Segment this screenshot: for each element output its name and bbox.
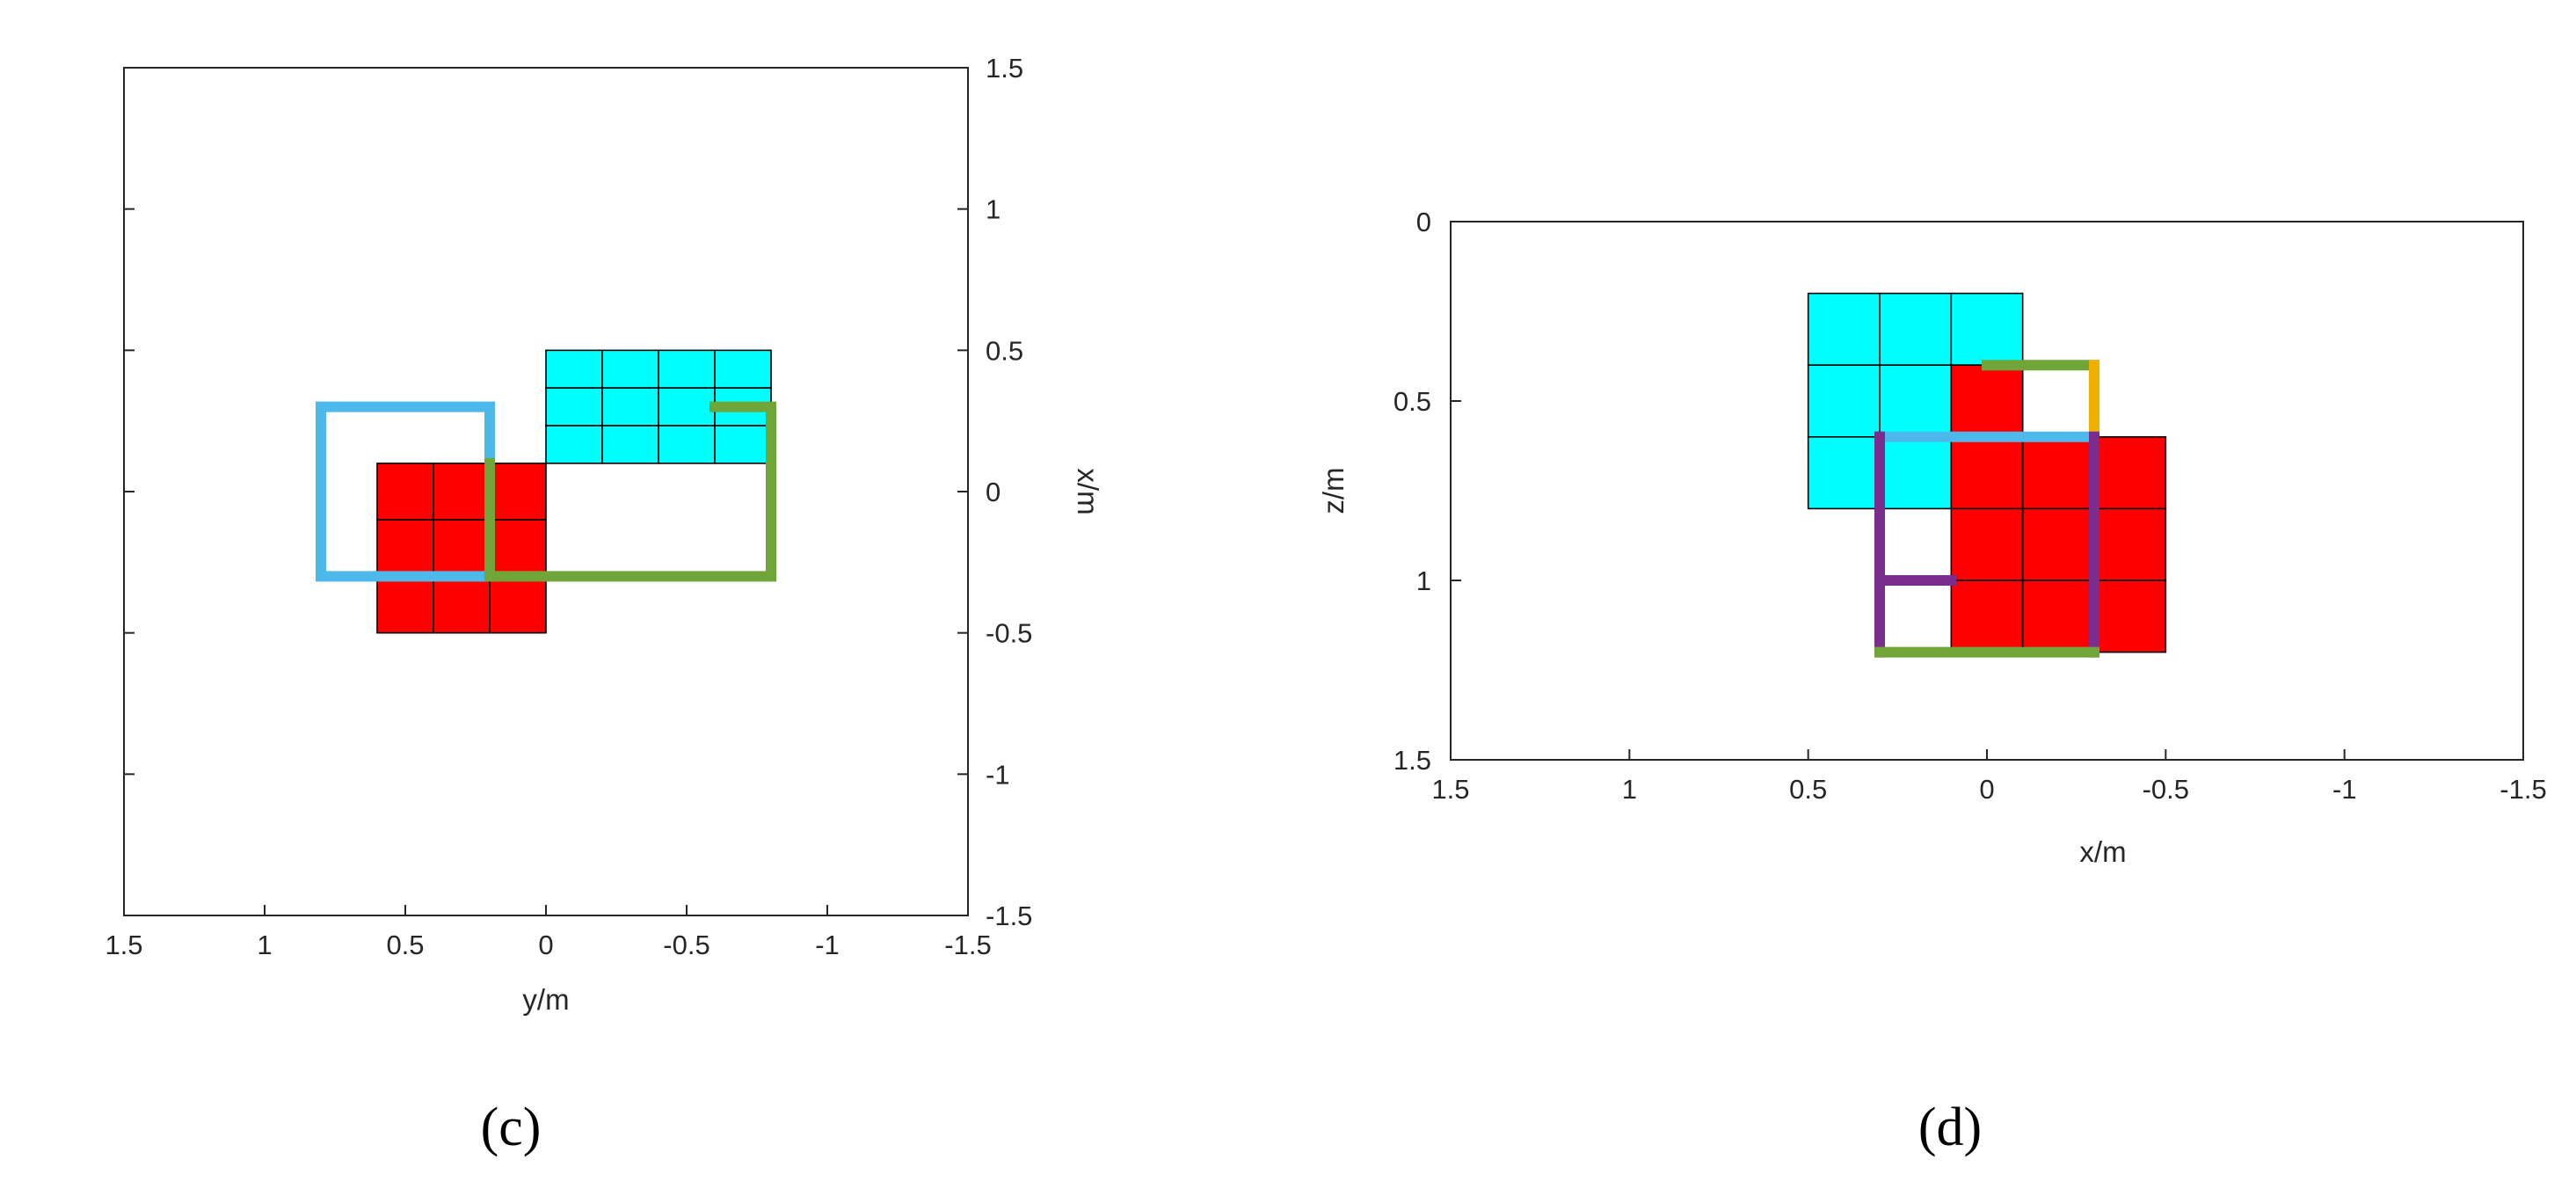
panel-c-grid-1-cell [658, 387, 716, 427]
panel-c-y-tick-label: -0.5 [986, 618, 1032, 649]
panel-d-outlines [1874, 360, 2099, 658]
panel-c-label: (c) [481, 1098, 542, 1157]
panel-d-x-tick-label: -1 [2332, 774, 2357, 805]
panel-c-x-tick-label: -1 [815, 930, 840, 960]
panel-c-grid-1-cell [545, 387, 603, 427]
panel-c-x-tick-label: -0.5 [663, 930, 709, 960]
panel-c-y-tick-label: 0 [986, 477, 1001, 507]
panel-c-x-tick-label: -1.5 [944, 930, 991, 960]
panel-c-y-axis-label: x/m [1072, 468, 1104, 514]
panel-d-grid-0-cell [1807, 364, 1881, 438]
panel-c-grid-1-cell [545, 349, 603, 389]
panel-c-grid-1-cell [601, 425, 659, 464]
panel-c-y-tick-label: 0.5 [986, 335, 1023, 366]
panel-d-x-tick-label: 1 [1622, 774, 1637, 805]
panel-d-grid-0-cell [1879, 292, 1953, 367]
panel-d-x-tick-label: 1.5 [1431, 774, 1469, 805]
panel-c-outlines [316, 401, 776, 582]
panel-c-grid-0-cell [489, 519, 547, 578]
panel-c-grid-0-cell [433, 519, 491, 578]
panel-d-grid-0-cell [1879, 435, 1953, 510]
panel-d-x-tick-label: 0.5 [1789, 774, 1827, 805]
panel-d-x-tick-label: 0 [1979, 774, 1994, 805]
panel-c-x-ticks: 1.5 1 0.5 0 -0.5 -1 -1.5 [105, 905, 992, 960]
panel-d-x-tick-label: -0.5 [2143, 774, 2189, 805]
panel-c-cells [376, 349, 772, 634]
panel-d-grid-2-cell [1950, 507, 2024, 581]
panel-c-x-tick-label: 1 [257, 930, 272, 960]
panel-c-x-axis-label: y/m [522, 983, 569, 1016]
panel-c-grid-1-cell [714, 425, 772, 464]
panel-c-grid-0-cell [376, 575, 434, 634]
panel-c-x-tick-label: 0 [538, 930, 553, 960]
panel-c-grid-0-cell [489, 463, 547, 521]
panel-d-grid-0-cell [1807, 292, 1881, 367]
panel-d-y-tick-label: 0 [1416, 207, 1431, 237]
panel-c-x-tick-label: 1.5 [105, 930, 142, 960]
panel-c-y-tick-label: -1.5 [986, 901, 1032, 931]
panel-c: 1.5 1 0.5 0 -0.5 -1 -1.5 1.5 1 0.5 0 -0.5 -1 -1.5 y/… [105, 53, 1104, 1157]
panel-d-x-tick-label: -1.5 [2500, 774, 2546, 805]
panel-d-grid-0-cell [1807, 435, 1881, 510]
panel-d-y-tick-label: 1 [1416, 565, 1431, 596]
panel-d: 1.5 1 0.5 0 -0.5 -1 -1.5 0 0.5 1 1.5 x/m z/m (d) [1317, 207, 2547, 1157]
panel-c-grid-0-cell [376, 519, 434, 578]
panel-d-grid-2-cell [2021, 435, 2095, 510]
panel-c-grid-0-cell [376, 463, 434, 521]
panel-c-grid-0-cell [489, 575, 547, 634]
panel-d-grid-2-cell [2021, 580, 2095, 653]
panel-d-x-axis-label: x/m [2079, 835, 2126, 868]
panel-c-grid-0-cell [433, 463, 491, 521]
panel-c-outline-1 [484, 401, 776, 582]
panel-c-y-tick-label: 1.5 [986, 53, 1023, 84]
panel-d-grid-2-cell [1950, 580, 2024, 653]
panel-d-grid-0-cell [1879, 364, 1953, 438]
panel-c-grid-1-cell [545, 425, 603, 464]
panel-d-grid-2-cell [2021, 507, 2095, 581]
panel-d-grid-1-cell [1950, 364, 2024, 438]
panel-d-grid-2-cell [1950, 435, 2024, 510]
panel-c-label-text: (c) [481, 1098, 542, 1157]
panel-c-grid-0-cell [433, 575, 491, 634]
panel-c-y-tick-label: -1 [986, 759, 1010, 790]
panel-d-grid-0-cell [1950, 292, 2024, 367]
panel-c-x-tick-label: 0.5 [386, 930, 424, 960]
panel-c-y-ticks: 1.5 1 0.5 0 -0.5 -1 -1.5 [124, 53, 1032, 931]
panel-d-y-tick-label: 0.5 [1394, 386, 1431, 417]
panel-d-y-axis-label: z/m [1317, 467, 1350, 514]
panel-c-grid-1-cell [601, 349, 659, 389]
panel-d-grid-2-cell [2093, 580, 2167, 653]
panel-d-x-ticks: 1.5 1 0.5 0 -0.5 -1 -1.5 [1431, 749, 2547, 805]
panel-d-grid-2-cell [2093, 507, 2167, 581]
panel-d-y-ticks: 0 0.5 1 1.5 [1394, 207, 1461, 776]
panel-c-grid-1-cell [658, 425, 716, 464]
panel-d-cells [1807, 292, 2167, 653]
panel-d-label-text: (d) [1918, 1098, 1982, 1157]
panel-c-grid-1-cell [714, 349, 772, 389]
panel-c-grid-1-cell [601, 387, 659, 427]
panel-c-grid-1-cell [658, 349, 716, 389]
panel-d-label: (d) [1918, 1098, 1982, 1157]
panel-d-grid-2-cell [2093, 435, 2167, 510]
panel-d-y-tick-label: 1.5 [1394, 745, 1431, 776]
panel-c-y-tick-label: 1 [986, 194, 1001, 225]
